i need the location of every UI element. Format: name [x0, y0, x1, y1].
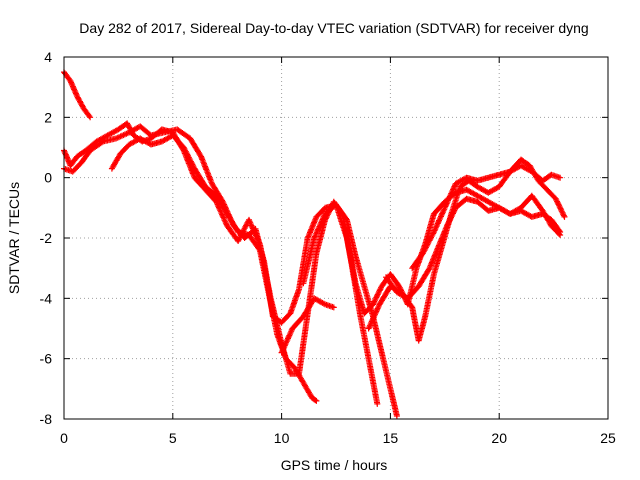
y-tick-label: -6 — [40, 351, 53, 367]
x-tick-label: 0 — [60, 430, 68, 446]
x-axis-label: GPS time / hours — [281, 457, 388, 473]
series-8 — [409, 162, 564, 272]
y-tick-label: -8 — [40, 411, 53, 427]
series-markers — [365, 156, 568, 344]
y-tick-label: 2 — [44, 109, 52, 125]
series-3 — [108, 132, 320, 404]
x-tick-label: 10 — [274, 430, 290, 446]
series-1 — [61, 120, 381, 407]
series-markers — [409, 162, 564, 272]
series-7 — [383, 192, 564, 302]
series-markers — [61, 120, 381, 407]
y-tick-label: 0 — [44, 170, 52, 186]
y-tick-label: -4 — [40, 290, 53, 306]
x-tick-label: 15 — [383, 430, 399, 446]
series-5 — [300, 201, 400, 419]
grid — [64, 57, 608, 419]
y-tick-label: 4 — [44, 49, 52, 65]
x-tick-label: 25 — [600, 430, 616, 446]
series-6 — [365, 156, 568, 344]
series-4 — [278, 295, 337, 356]
x-tick-label: 20 — [491, 430, 507, 446]
series-markers — [278, 295, 337, 356]
series-markers — [383, 192, 564, 302]
series-markers — [300, 201, 400, 419]
series-markers — [108, 132, 320, 404]
y-axis-label: SDTVAR / TECUs — [6, 182, 22, 294]
chart-title: Day 282 of 2017, Sidereal Day-to-day VTE… — [79, 20, 588, 36]
data-points — [61, 69, 568, 419]
x-axis-ticks: 0 5 10 15 20 25 — [60, 57, 616, 446]
y-tick-label: -2 — [40, 230, 53, 246]
x-tick-label: 5 — [169, 430, 177, 446]
series-markers — [61, 69, 94, 121]
series-0 — [61, 69, 94, 121]
y-axis-ticks: -8 -6 -4 -2 0 2 4 — [40, 49, 608, 427]
